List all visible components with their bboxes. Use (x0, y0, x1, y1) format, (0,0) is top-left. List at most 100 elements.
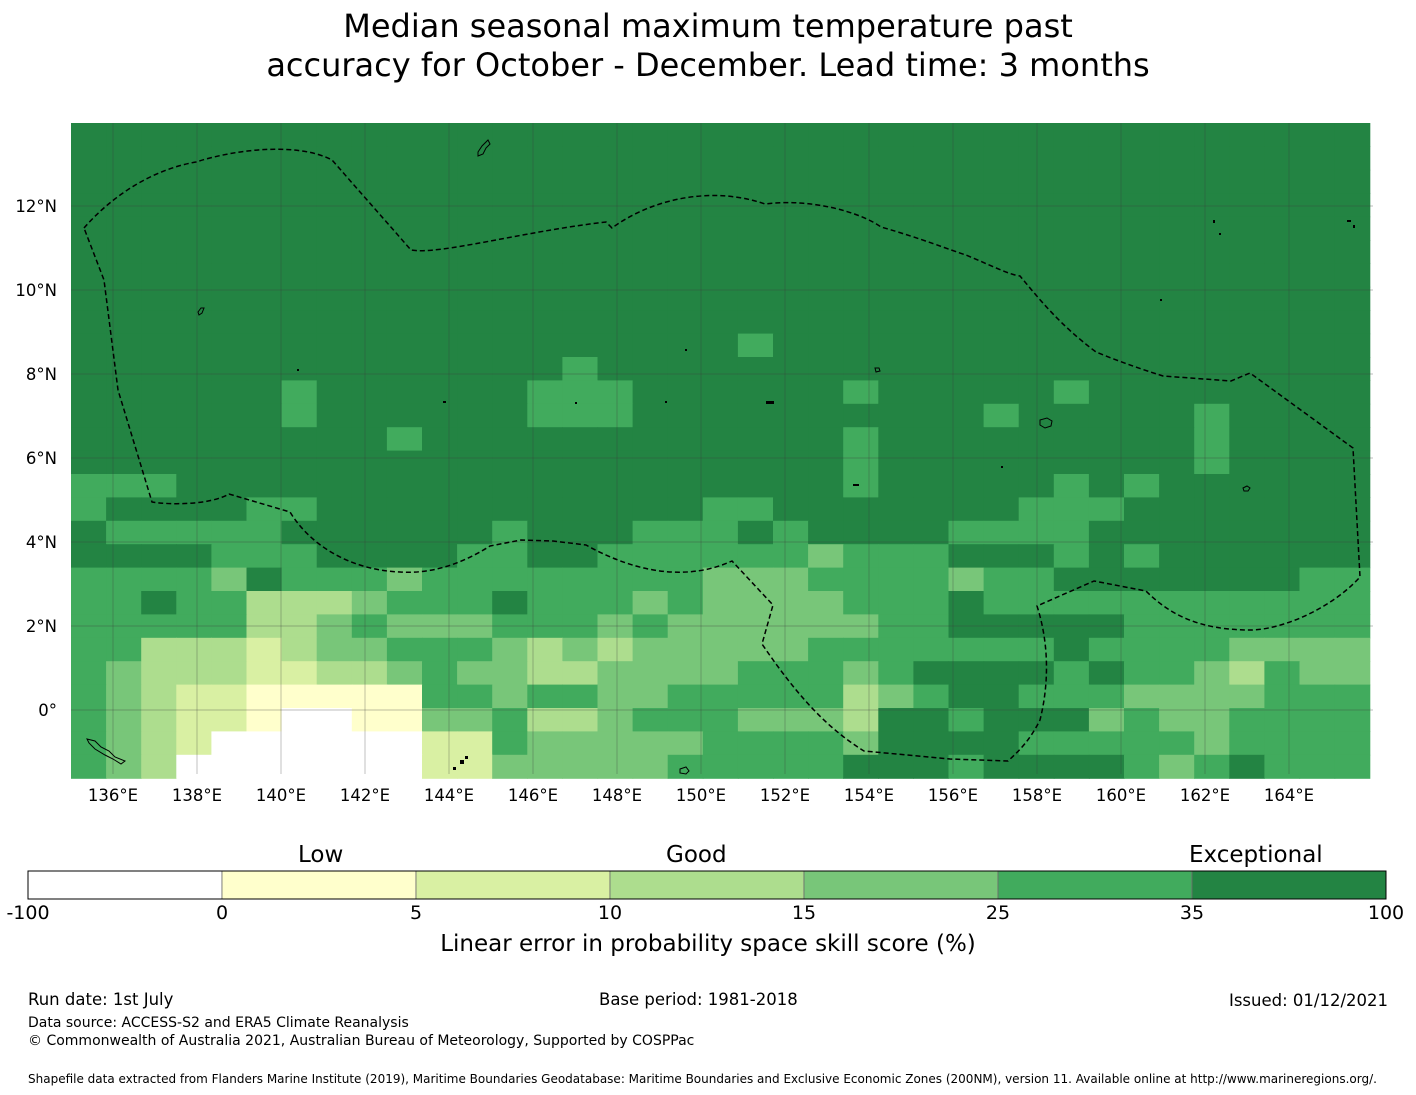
skill-cell (632, 497, 669, 522)
skill-cell (1124, 754, 1160, 779)
skill-cell (632, 286, 669, 311)
skill-cell (1229, 286, 1265, 311)
skill-cell (632, 661, 669, 686)
skill-cell (878, 427, 914, 452)
skill-cell (1334, 567, 1371, 592)
skill-cell (492, 520, 528, 545)
skill-cell (913, 380, 950, 405)
skill-cell (597, 684, 634, 709)
skill-cell (1159, 286, 1195, 311)
skill-cell (1159, 169, 1195, 194)
skill-cell (632, 591, 669, 615)
skill-cell (1299, 380, 1336, 405)
skill-cell (527, 193, 563, 218)
skill-cell (176, 240, 212, 264)
skill-cell (632, 240, 669, 264)
skill-cell (141, 497, 177, 522)
skill-cell (632, 684, 669, 709)
skill-cell (422, 731, 458, 756)
skill-cell (667, 567, 704, 592)
skill-cell (246, 357, 283, 381)
skill-cell (913, 216, 950, 241)
skill-cell (176, 380, 212, 405)
skill-cell (1194, 591, 1230, 615)
skill-cell (1018, 708, 1055, 732)
skill-cell (773, 591, 809, 615)
skill-cell (1264, 637, 1301, 662)
skill-cell (176, 357, 212, 381)
skill-cell (667, 497, 704, 522)
skill-cell (1334, 286, 1371, 311)
skill-cell (1159, 567, 1195, 592)
skill-cell (983, 357, 1020, 381)
skill-cell (316, 169, 353, 194)
skill-cell (492, 380, 528, 405)
skill-cell (351, 310, 388, 335)
skill-cell (211, 684, 248, 709)
skill-cell (948, 357, 985, 381)
skill-cell (702, 123, 739, 147)
skill-cell (843, 380, 879, 405)
skill-cell (1334, 123, 1371, 147)
skill-cell (141, 357, 177, 381)
skill-cell (562, 240, 599, 264)
skill-cell (1264, 380, 1301, 405)
skill-cell (1124, 146, 1160, 171)
skill-cell (281, 427, 318, 452)
skill-cell (386, 286, 423, 311)
skill-cell (1264, 474, 1301, 498)
skill-cell (176, 450, 212, 475)
skill-cell (632, 169, 669, 194)
skill-cell (1264, 216, 1301, 241)
skill-cell (1053, 614, 1090, 639)
skill-cell (913, 146, 950, 171)
skill-cell (808, 263, 844, 288)
skill-cell (983, 216, 1020, 241)
skill-cell (1124, 450, 1160, 475)
skill-cell (737, 708, 774, 732)
skill-cell (948, 450, 985, 475)
skill-cell (1018, 123, 1055, 147)
skill-cell (246, 123, 283, 147)
skill-cell (773, 263, 809, 288)
skill-cell (386, 263, 423, 288)
skill-cell (281, 497, 318, 522)
skill-cell (316, 754, 353, 779)
skill-cell (106, 403, 142, 428)
skill-cell (562, 427, 599, 452)
eez-boundary (83, 148, 1361, 762)
skill-cell (527, 123, 563, 147)
skill-cell (176, 310, 212, 335)
skill-cell (1053, 497, 1090, 522)
skill-cell (597, 310, 634, 335)
skill-cell (457, 684, 493, 709)
skill-cell (1229, 637, 1265, 662)
skill-cell (71, 403, 107, 428)
skill-cell (141, 286, 177, 311)
skill-cell (983, 123, 1020, 147)
skill-cell (1334, 357, 1371, 381)
skill-cell (632, 216, 669, 241)
skill-cell (913, 661, 950, 686)
skill-cell (1124, 193, 1160, 218)
skill-cell (106, 310, 142, 335)
skill-cell (141, 240, 177, 264)
colorbar-swatch (997, 870, 1193, 900)
skill-cell (773, 427, 809, 452)
skill-cell (492, 474, 528, 498)
skill-cell (667, 474, 704, 498)
skill-cell (1194, 731, 1230, 756)
skill-cell (1299, 263, 1336, 288)
skill-cell (597, 614, 634, 639)
skill-cell (71, 380, 107, 405)
skill-cell (983, 684, 1020, 709)
skill-cell (106, 357, 142, 381)
skill-cell (527, 544, 563, 569)
skill-cell (1264, 427, 1301, 452)
skill-cell (983, 474, 1020, 498)
skill-cell (1334, 263, 1371, 288)
skill-cell (702, 427, 739, 452)
skill-cell (211, 286, 248, 311)
skill-cell (983, 614, 1020, 639)
skill-cell (983, 310, 1020, 335)
